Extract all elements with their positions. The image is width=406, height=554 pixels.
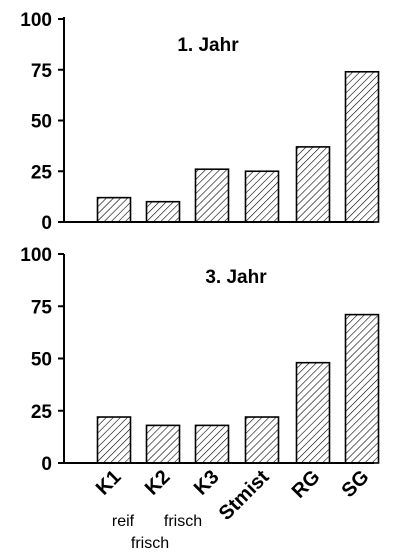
y-tick-label: 75 <box>31 61 53 82</box>
x-category-label-rg: RG <box>288 466 325 503</box>
bar-sg <box>344 313 380 464</box>
x-category-label-stmist: Stmist <box>215 466 274 525</box>
panel-title: 1. Jahr <box>177 35 239 56</box>
x-category-label-sg: SG <box>338 466 374 502</box>
panel-1-jahr: 1. Jahr 0 25 50 75 100 <box>20 10 380 234</box>
bar-k1 <box>96 416 132 464</box>
bar-k1 <box>96 196 132 223</box>
bars <box>96 70 380 223</box>
y-tick-label: 50 <box>31 350 52 371</box>
panel-3-jahr: 3. Jahr 0 25 50 75 100 <box>20 245 380 475</box>
panel-title: 3. Jahr <box>205 267 267 288</box>
bar-k3 <box>194 424 230 464</box>
x-category-label-k1: K1 <box>92 466 126 500</box>
bar-stmist <box>244 416 280 464</box>
note-frisch-k3: frisch <box>164 513 202 530</box>
bar-k2 <box>145 424 181 464</box>
x-category-label-k3: K3 <box>190 466 224 500</box>
x-category-label-k2: K2 <box>141 466 175 500</box>
note-frisch-k2: frisch <box>131 535 169 552</box>
y-tick-label: 25 <box>31 402 53 423</box>
note-reif: reif <box>112 513 135 530</box>
y-tick-label: 0 <box>41 213 52 234</box>
y-axis-ticks: 0 25 50 75 100 <box>20 10 64 234</box>
y-tick-label: 0 <box>41 454 52 475</box>
bar-rg <box>295 146 331 223</box>
y-tick-label: 100 <box>20 10 52 31</box>
bar-sg <box>344 70 380 223</box>
y-axis-ticks: 0 25 50 75 100 <box>20 245 64 475</box>
axis-lines <box>63 17 374 223</box>
axis-lines <box>63 254 374 464</box>
y-tick-label: 50 <box>31 112 52 133</box>
bar-stmist <box>244 170 280 223</box>
y-tick-label: 100 <box>20 245 52 266</box>
bar-k2 <box>145 200 181 223</box>
bars <box>96 313 380 464</box>
y-tick-label: 25 <box>31 162 53 183</box>
y-tick-label: 75 <box>31 297 53 318</box>
bar-rg <box>295 361 331 464</box>
bar-k3 <box>194 168 230 223</box>
